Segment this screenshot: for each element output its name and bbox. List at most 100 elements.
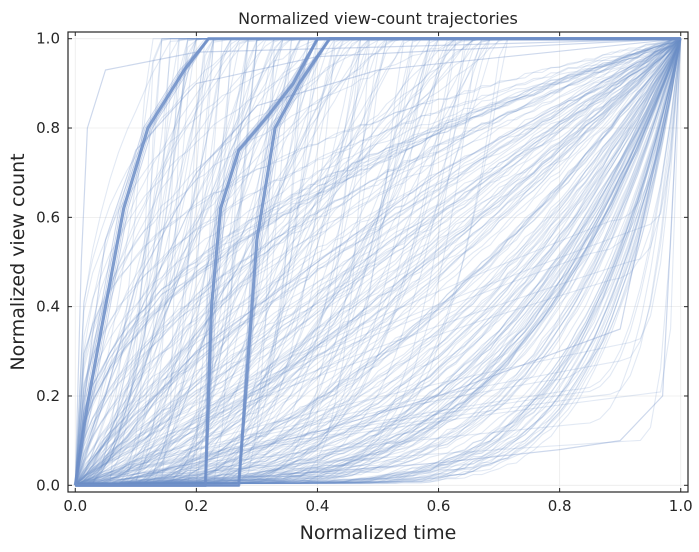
trajectory-line xyxy=(75,38,682,484)
trajectory-line xyxy=(75,38,682,485)
trajectory-line xyxy=(75,38,682,484)
trajectory-line xyxy=(75,38,682,484)
trajectory-line xyxy=(75,38,682,485)
trajectory-series-bundle xyxy=(75,38,681,486)
trajectory-line xyxy=(74,38,681,485)
trajectory-line xyxy=(75,38,682,486)
trajectory-line xyxy=(74,38,681,485)
y-tick-label: 0.2 xyxy=(36,387,60,405)
trajectory-line xyxy=(75,38,682,486)
trajectory-line xyxy=(75,38,682,486)
trajectory-series xyxy=(73,37,681,486)
trajectory-series-bundle xyxy=(75,38,681,486)
trajectory-lines xyxy=(73,37,682,487)
trajectory-line xyxy=(75,38,682,486)
trajectory-line xyxy=(74,38,682,486)
trajectory-line xyxy=(75,38,682,486)
trajectory-line xyxy=(74,38,682,486)
trajectory-line xyxy=(74,38,681,486)
trajectory-line xyxy=(75,38,682,484)
x-tick-label: 0.4 xyxy=(306,497,330,515)
trajectory-line xyxy=(75,38,682,484)
trajectory-series-bundle xyxy=(74,38,681,486)
trajectory-line xyxy=(75,38,682,486)
trajectory-line xyxy=(75,38,682,486)
trajectory-line xyxy=(75,38,681,486)
trajectory-series-bundle xyxy=(75,38,681,486)
trajectory-line xyxy=(75,38,682,486)
trajectory-line xyxy=(75,38,682,486)
trajectory-line xyxy=(74,38,682,485)
trajectory-line xyxy=(75,38,682,486)
trajectory-series xyxy=(75,37,681,487)
trajectory-line xyxy=(74,38,681,486)
trajectory-line xyxy=(75,38,682,486)
trajectory-line xyxy=(74,38,681,486)
trajectory-line xyxy=(75,38,682,484)
trajectory-line xyxy=(75,38,682,486)
trajectory-line xyxy=(75,38,682,486)
trajectory-series-bundle xyxy=(75,38,681,486)
trajectory-line xyxy=(75,38,682,484)
trajectory-line xyxy=(75,38,682,486)
trajectory-line xyxy=(74,38,681,486)
trajectory-line xyxy=(75,38,682,486)
trajectory-line xyxy=(75,38,682,486)
trajectory-line xyxy=(75,38,682,486)
trajectory-line xyxy=(75,38,682,486)
trajectory-line xyxy=(75,38,682,486)
trajectory-line xyxy=(75,38,682,486)
trajectory-line xyxy=(75,38,682,485)
trajectory-line xyxy=(75,38,682,485)
trajectory-line xyxy=(75,38,682,485)
trajectory-series xyxy=(75,37,681,487)
trajectory-series xyxy=(74,38,681,486)
trajectory-line xyxy=(75,38,682,486)
trajectory-line xyxy=(75,38,682,485)
trajectory-line xyxy=(74,38,681,486)
trajectory-line xyxy=(74,38,681,486)
trajectory-line xyxy=(75,38,682,485)
trajectory-line xyxy=(75,38,682,486)
trajectory-line xyxy=(75,38,682,486)
trajectory-line xyxy=(75,38,682,486)
trajectory-line xyxy=(74,38,681,486)
trajectory-line xyxy=(74,38,682,486)
trajectory-line xyxy=(75,38,682,484)
trajectory-line xyxy=(74,38,681,486)
trajectory-line xyxy=(75,38,682,486)
trajectory-line xyxy=(75,38,682,485)
trajectory-line xyxy=(75,38,682,485)
trajectory-line xyxy=(75,38,682,486)
x-tick-label: 0.6 xyxy=(427,497,451,515)
trajectory-line xyxy=(75,38,682,484)
trajectory-line xyxy=(75,38,682,484)
x-tick-label: 1.0 xyxy=(669,497,693,515)
trajectory-line xyxy=(75,38,682,484)
trajectory-line xyxy=(75,38,682,486)
trajectory-series xyxy=(75,38,682,486)
trajectory-series-bundle xyxy=(74,38,681,486)
y-tick-label: 0.6 xyxy=(36,208,60,226)
trajectory-line xyxy=(75,38,682,486)
x-tick-label: 0.2 xyxy=(184,497,208,515)
tick-layer: 0.0 0.2 0.4 0.6 0.8 1.0 0.0 0.2 0.4 0.6 0.8 1.0 xyxy=(36,30,693,515)
y-tick-label: 1.0 xyxy=(36,30,60,48)
trajectory-series-bundle xyxy=(74,38,681,486)
trajectory-line xyxy=(75,38,682,484)
trajectory-line xyxy=(74,38,681,486)
trajectory-line xyxy=(75,38,682,486)
trajectory-line xyxy=(75,38,682,486)
trajectory-line xyxy=(75,38,682,486)
trajectory-line xyxy=(74,38,681,485)
trajectory-line xyxy=(75,38,682,486)
trajectory-line xyxy=(74,38,681,485)
trajectory-line xyxy=(74,38,681,486)
trajectory-line xyxy=(75,38,682,486)
trajectory-line xyxy=(75,38,682,486)
trajectory-line xyxy=(75,38,682,486)
x-axis-label: Normalized time xyxy=(300,522,457,544)
trajectory-line xyxy=(75,38,682,486)
trajectory-line xyxy=(74,38,681,486)
trajectory-series-bundle xyxy=(75,38,681,486)
